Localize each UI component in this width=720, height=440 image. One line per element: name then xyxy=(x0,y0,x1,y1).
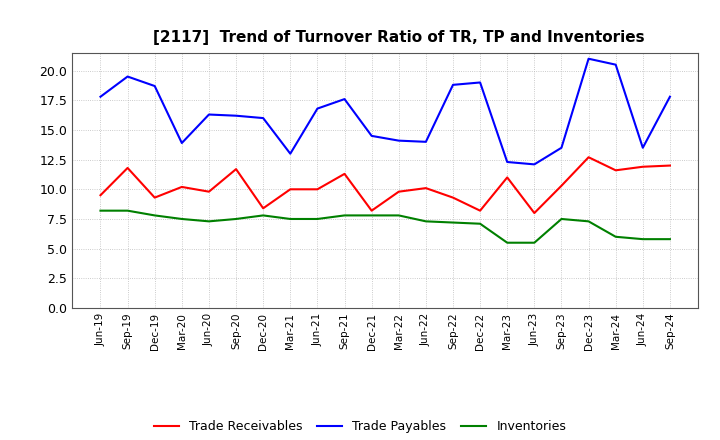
Legend: Trade Receivables, Trade Payables, Inventories: Trade Receivables, Trade Payables, Inven… xyxy=(149,415,571,438)
Trade Receivables xyxy=(259,205,268,211)
Inventories xyxy=(395,213,403,218)
Inventories xyxy=(123,208,132,213)
Line: Trade Payables: Trade Payables xyxy=(101,59,670,165)
Trade Receivables xyxy=(178,184,186,190)
Trade Payables xyxy=(395,138,403,143)
Trade Receivables xyxy=(286,187,294,192)
Trade Payables xyxy=(584,56,593,61)
Trade Receivables xyxy=(639,164,647,169)
Trade Receivables xyxy=(313,187,322,192)
Inventories xyxy=(232,216,240,222)
Trade Payables xyxy=(259,115,268,121)
Trade Payables xyxy=(476,80,485,85)
Trade Payables xyxy=(313,106,322,111)
Trade Payables xyxy=(341,96,349,102)
Trade Receivables xyxy=(341,171,349,176)
Inventories xyxy=(259,213,268,218)
Trade Payables xyxy=(123,74,132,79)
Inventories xyxy=(341,213,349,218)
Trade Receivables xyxy=(476,208,485,213)
Line: Inventories: Inventories xyxy=(101,211,670,243)
Trade Payables xyxy=(421,139,430,144)
Trade Receivables xyxy=(449,195,457,200)
Trade Payables xyxy=(449,82,457,88)
Inventories xyxy=(557,216,566,222)
Trade Receivables xyxy=(421,186,430,191)
Inventories xyxy=(96,208,105,213)
Inventories xyxy=(476,221,485,226)
Trade Payables xyxy=(204,112,213,117)
Trade Payables xyxy=(232,113,240,118)
Trade Receivables xyxy=(204,189,213,194)
Trade Payables xyxy=(178,140,186,146)
Trade Receivables xyxy=(96,193,105,198)
Inventories xyxy=(530,240,539,246)
Trade Receivables xyxy=(665,163,674,168)
Trade Payables xyxy=(530,162,539,167)
Trade Receivables xyxy=(232,166,240,172)
Trade Payables xyxy=(367,133,376,139)
Inventories xyxy=(178,216,186,222)
Trade Receivables xyxy=(611,168,620,173)
Inventories xyxy=(367,213,376,218)
Trade Receivables xyxy=(584,154,593,160)
Line: Trade Receivables: Trade Receivables xyxy=(101,157,670,213)
Trade Payables xyxy=(286,151,294,156)
Inventories xyxy=(286,216,294,222)
Inventories xyxy=(665,237,674,242)
Inventories xyxy=(421,219,430,224)
Text: [2117]  Trend of Turnover Ratio of TR, TP and Inventories: [2117] Trend of Turnover Ratio of TR, TP… xyxy=(153,29,645,45)
Trade Receivables xyxy=(395,189,403,194)
Trade Payables xyxy=(503,159,511,165)
Trade Receivables xyxy=(123,165,132,171)
Inventories xyxy=(313,216,322,222)
Trade Payables xyxy=(611,62,620,67)
Inventories xyxy=(503,240,511,246)
Trade Receivables xyxy=(557,183,566,188)
Trade Receivables xyxy=(530,210,539,216)
Trade Payables xyxy=(665,94,674,99)
Trade Receivables xyxy=(150,195,159,200)
Inventories xyxy=(150,213,159,218)
Trade Payables xyxy=(96,94,105,99)
Trade Receivables xyxy=(503,175,511,180)
Trade Receivables xyxy=(367,208,376,213)
Trade Payables xyxy=(557,145,566,150)
Inventories xyxy=(449,220,457,225)
Inventories xyxy=(611,234,620,239)
Inventories xyxy=(639,237,647,242)
Inventories xyxy=(204,219,213,224)
Inventories xyxy=(584,219,593,224)
Trade Payables xyxy=(639,145,647,150)
Trade Payables xyxy=(150,84,159,89)
